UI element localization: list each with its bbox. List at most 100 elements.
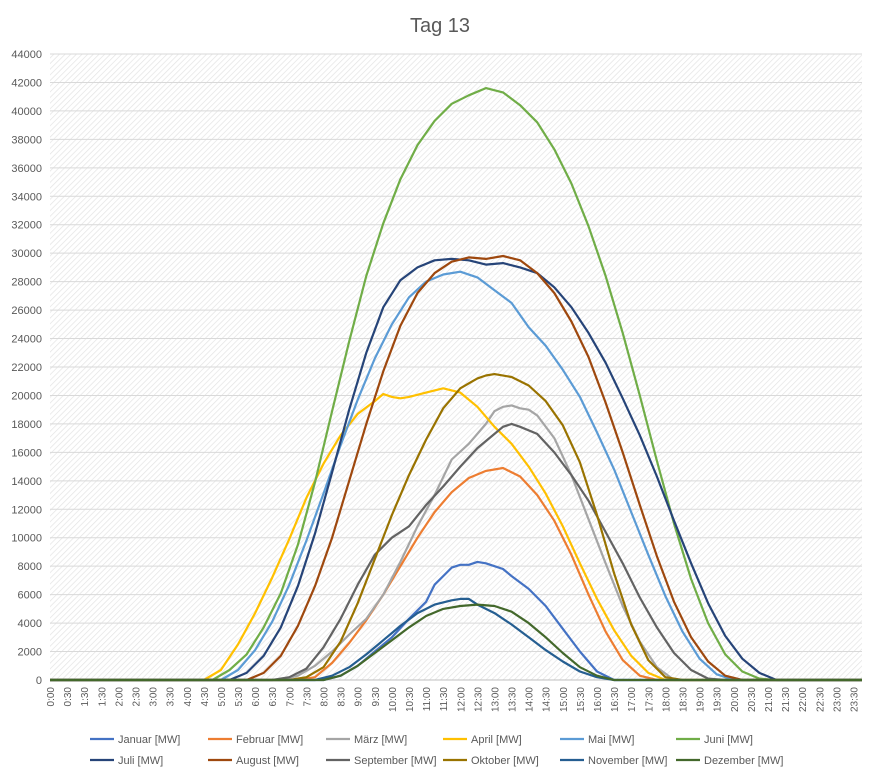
- legend-label: Juni [MW]: [704, 734, 753, 746]
- y-tick-label: 4000: [18, 618, 42, 630]
- legend-label: Mai [MW]: [588, 734, 634, 746]
- y-tick-label: 28000: [11, 277, 42, 289]
- series-line: [50, 422, 862, 682]
- x-tick-label: 23:00: [832, 687, 843, 712]
- data-series: [50, 87, 862, 682]
- x-tick-label: 21:00: [764, 687, 775, 712]
- series-line: [50, 257, 862, 682]
- x-tick-label: 8:00: [320, 687, 331, 707]
- x-tick-label: 17:30: [644, 687, 655, 712]
- legend-label: März [MW]: [354, 734, 407, 746]
- x-tick-label: 15:30: [576, 687, 587, 712]
- y-tick-label: 22000: [11, 362, 42, 374]
- x-tick-label: 4:30: [200, 687, 211, 707]
- x-tick-label: 7:00: [285, 687, 296, 707]
- legend-label: Dezember [MW]: [704, 755, 783, 767]
- x-tick-label: 5:00: [217, 687, 228, 707]
- series-line: [50, 373, 862, 682]
- series-line: [50, 87, 862, 682]
- x-tick-label: 9:30: [371, 687, 382, 707]
- x-tick-label: 23:30: [849, 687, 860, 712]
- x-tick-label: 9:00: [354, 687, 365, 707]
- x-tick-label: 22:00: [798, 687, 809, 712]
- y-tick-label: 30000: [11, 248, 42, 260]
- x-tick-label: 1:30: [97, 687, 108, 707]
- x-tick-label: 15:00: [559, 687, 570, 712]
- y-tick-label: 36000: [11, 163, 42, 175]
- chart-title: Tag 13: [410, 15, 470, 37]
- y-tick-label: 6000: [18, 590, 42, 602]
- x-tick-label: 19:00: [696, 687, 707, 712]
- series-line: [50, 597, 862, 682]
- legend: Januar [MW] Februar [MW] März [MW] April [M…: [90, 734, 783, 767]
- x-tick-label: 2:30: [131, 687, 142, 707]
- x-axis-tick-labels: 0:00 0:30 1:30 1:30 2:00 2:30 3:00 3:30 4:00 4:30…: [46, 687, 860, 712]
- x-tick-label: 13:00: [490, 687, 501, 712]
- y-tick-label: 18000: [11, 419, 42, 431]
- x-tick-label: 13:30: [508, 687, 519, 712]
- x-tick-label: 10:00: [388, 687, 399, 712]
- y-tick-label: 38000: [11, 134, 42, 146]
- series-line: [50, 254, 862, 682]
- x-tick-label: 14:00: [525, 687, 536, 712]
- y-tick-label: 10000: [11, 533, 42, 545]
- legend-label: November [MW]: [588, 755, 667, 767]
- series-line: [50, 404, 862, 682]
- x-tick-label: 22:30: [815, 687, 826, 712]
- y-tick-label: 44000: [11, 49, 42, 61]
- y-axis-tick-labels: 0 2000 4000 6000 8000 10000 12000 14000 16000 180…: [11, 49, 42, 687]
- x-tick-label: 0:30: [63, 687, 74, 707]
- x-tick-label: 17:00: [627, 687, 638, 712]
- series-line: [50, 466, 862, 682]
- x-tick-label: 12:00: [456, 687, 467, 712]
- legend-label: Juli [MW]: [118, 755, 163, 767]
- y-tick-label: 14000: [11, 476, 42, 488]
- legend-label: Januar [MW]: [118, 734, 180, 746]
- x-tick-label: 21:30: [781, 687, 792, 712]
- y-tick-label: 0: [36, 675, 42, 687]
- x-tick-label: 18:30: [679, 687, 690, 712]
- y-tick-label: 26000: [11, 305, 42, 317]
- series-line: [50, 603, 862, 682]
- x-tick-label: 14:30: [542, 687, 553, 712]
- y-tick-label: 40000: [11, 106, 42, 118]
- x-tick-label: 2:00: [114, 687, 125, 707]
- y-tick-label: 8000: [18, 561, 42, 573]
- x-tick-label: 1:30: [80, 687, 91, 707]
- x-tick-label: 3:00: [149, 687, 160, 707]
- legend-label: August [MW]: [236, 755, 299, 767]
- x-tick-label: 20:00: [730, 687, 741, 712]
- legend-label: Oktober [MW]: [471, 755, 539, 767]
- x-tick-label: 0:00: [46, 687, 57, 707]
- x-tick-label: 6:00: [251, 687, 262, 707]
- x-tick-label: 8:30: [337, 687, 348, 707]
- x-tick-label: 4:00: [183, 687, 194, 707]
- y-tick-label: 16000: [11, 447, 42, 459]
- x-tick-label: 10:30: [405, 687, 416, 712]
- x-tick-label: 11:00: [422, 687, 433, 712]
- series-line: [50, 270, 862, 682]
- y-tick-label: 34000: [11, 191, 42, 203]
- x-tick-label: 16:00: [593, 687, 604, 712]
- y-tick-label: 42000: [11, 77, 42, 89]
- x-tick-label: 20:30: [747, 687, 758, 712]
- x-tick-label: 19:30: [713, 687, 724, 712]
- y-tick-label: 2000: [18, 647, 42, 659]
- y-tick-label: 24000: [11, 334, 42, 346]
- x-tick-label: 18:00: [661, 687, 672, 712]
- series-line: [50, 560, 862, 682]
- y-tick-label: 12000: [11, 504, 42, 516]
- x-tick-label: 11:30: [439, 687, 450, 712]
- series-line: [50, 387, 862, 682]
- legend-label: Februar [MW]: [236, 734, 303, 746]
- x-tick-label: 3:30: [166, 687, 177, 707]
- x-tick-label: 6:30: [268, 687, 279, 707]
- x-tick-label: 7:30: [302, 687, 313, 707]
- x-tick-label: 5:30: [234, 687, 245, 707]
- legend-label: April [MW]: [471, 734, 522, 746]
- gridlines: [50, 53, 862, 681]
- x-tick-label: 16:30: [610, 687, 621, 712]
- y-tick-label: 20000: [11, 390, 42, 402]
